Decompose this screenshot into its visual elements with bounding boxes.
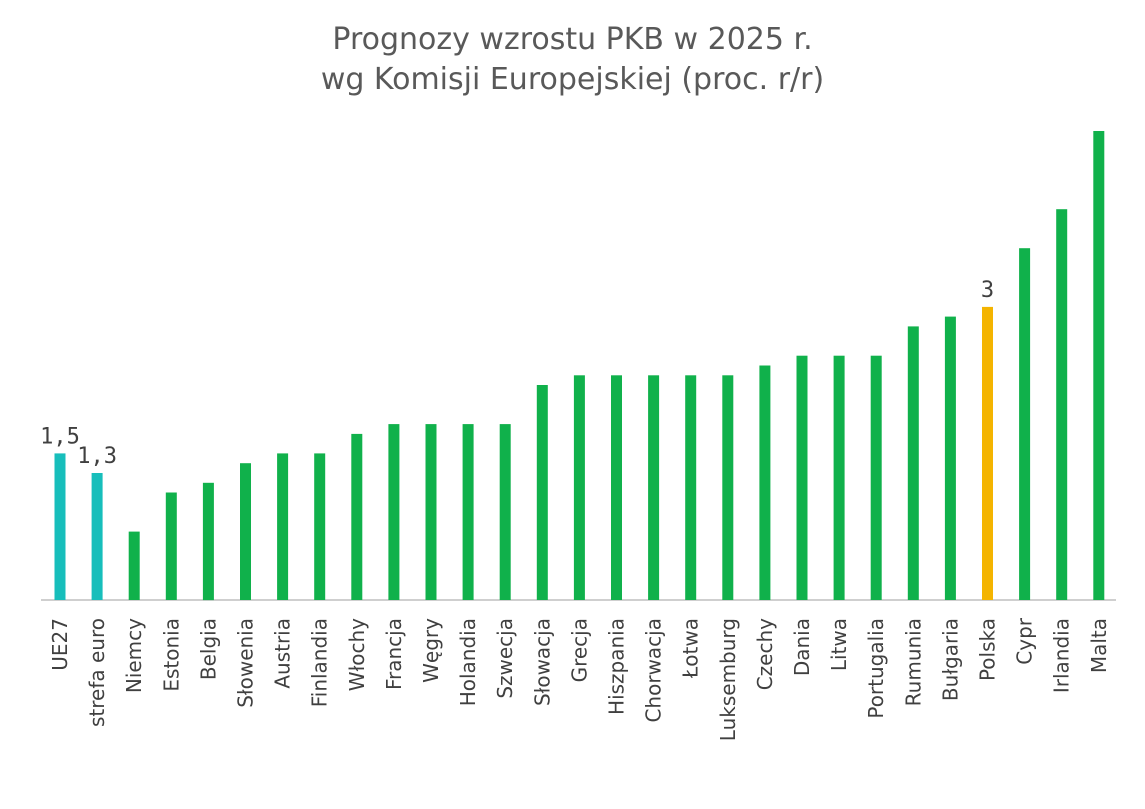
bar-3 <box>165 492 177 600</box>
bar-7 <box>314 453 326 600</box>
category-label-16: Chorwacja <box>642 618 666 723</box>
bar-0 <box>54 453 66 600</box>
bar-25 <box>982 306 993 600</box>
bars-group <box>54 131 1105 601</box>
bar-4 <box>202 482 214 601</box>
bar-9 <box>388 424 400 600</box>
category-label-15: Hiszpania <box>605 618 629 715</box>
bar-17 <box>685 375 697 600</box>
bar-21 <box>833 355 845 600</box>
bar-13 <box>536 385 548 600</box>
category-label-7: Finlandia <box>308 618 332 707</box>
category-label-6: Austria <box>271 618 295 689</box>
category-label-5: Słowenia <box>234 618 258 708</box>
bar-1 <box>91 473 103 600</box>
bar-23 <box>907 326 919 600</box>
bar-14 <box>573 375 585 600</box>
category-label-26: Cypr <box>1013 617 1037 664</box>
bar-11 <box>462 424 474 600</box>
bar-15 <box>611 375 622 600</box>
category-label-24: Bułgaria <box>938 618 962 701</box>
bar-8 <box>351 433 363 600</box>
category-label-20: Dania <box>790 618 814 676</box>
category-label-0: UE27 <box>48 618 72 671</box>
category-label-3: Estonia <box>159 618 183 692</box>
bar-5 <box>240 463 251 600</box>
data-label-1: 1,3 <box>77 444 117 469</box>
bar-2 <box>128 531 140 600</box>
bar-12 <box>499 424 511 600</box>
category-label-27: Irlandia <box>1050 618 1074 693</box>
bar-10 <box>425 424 437 600</box>
bar-27 <box>1056 209 1068 600</box>
category-label-11: Holandia <box>456 618 480 706</box>
bar-6 <box>277 453 289 600</box>
category-label-22: Portugalia <box>864 618 888 719</box>
bar-18 <box>722 375 734 600</box>
bar-26 <box>1019 248 1031 600</box>
category-label-19: Czechy <box>753 618 777 690</box>
category-label-2: Niemcy <box>122 618 146 693</box>
bar-24 <box>944 316 956 600</box>
category-labels-group: UE27 strefa euro Niemcy Estonia Belgia Słowen… <box>48 617 1111 741</box>
category-label-10: Węgry <box>419 618 443 683</box>
category-label-23: Rumunia <box>901 618 925 706</box>
category-label-28: Malta <box>1087 618 1111 673</box>
data-label-25: 3 <box>981 278 994 303</box>
category-label-12: Szwecja <box>493 618 517 699</box>
bar-22 <box>870 355 882 600</box>
category-label-25: Polska <box>976 618 1000 681</box>
bar-20 <box>796 355 808 600</box>
data-label-0: 1,5 <box>40 424 80 449</box>
category-label-17: Łotwa <box>679 618 703 679</box>
category-label-4: Belgia <box>196 618 220 680</box>
category-label-18: Luksemburg <box>716 618 740 741</box>
category-label-13: Słowacja <box>530 618 554 706</box>
category-label-8: Włochy <box>345 618 369 691</box>
chart-title-line-2: wg Komisji Europejskiej (proc. r/r) <box>320 62 825 97</box>
data-labels-group: 1,51,3 3 <box>40 278 994 469</box>
bar-16 <box>648 375 660 600</box>
category-label-14: Grecja <box>567 618 591 682</box>
bar-28 <box>1093 131 1105 600</box>
category-label-21: Litwa <box>827 618 851 671</box>
category-label-9: Francja <box>382 618 406 690</box>
chart-title-line-1: Prognozy wzrostu PKB w 2025 r. <box>332 22 813 57</box>
category-label-1: strefa euro <box>85 618 109 727</box>
bar-19 <box>759 365 771 600</box>
